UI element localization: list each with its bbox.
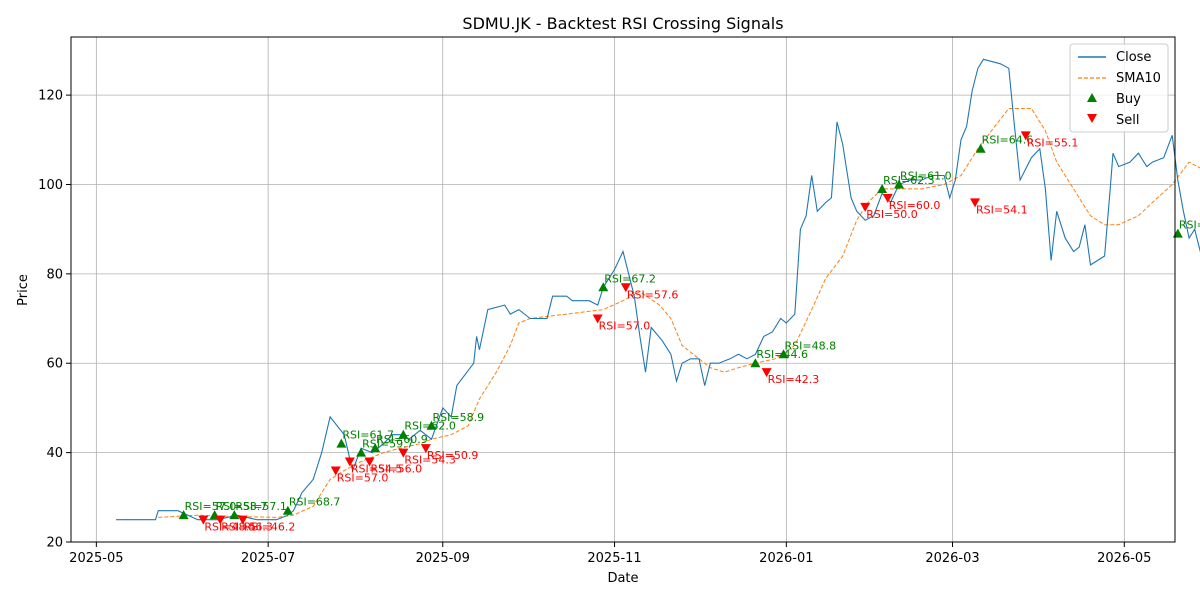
y-axis-label: Price — [16, 274, 31, 306]
buy-marker — [398, 429, 409, 439]
sell-rsi-label: RSI=50.9 — [427, 449, 479, 462]
sell-marker — [364, 457, 375, 467]
buy-rsi-label: RSI=57.1 — [235, 500, 287, 513]
sell-marker — [592, 314, 603, 324]
chart-title: SDMU.JK - Backtest RSI Crossing Signals — [462, 14, 783, 33]
x-axis-ticks: 2025-05 2025-07 2025-09 2025-11 2026-01 2026-… — [69, 542, 1151, 566]
sma10-line — [158, 108, 1200, 518]
buy-rsi-label: RSI=58.7 — [216, 500, 268, 513]
y-tick-label: 60 — [46, 357, 63, 372]
sell-rsi-label: RSI=50.0 — [866, 208, 918, 221]
sell-marker — [398, 448, 409, 458]
x-tick-label: 2025-07 — [241, 551, 295, 566]
x-tick-label: 2025-11 — [587, 551, 641, 566]
buy-marker — [426, 420, 437, 430]
buy-marker — [356, 447, 367, 457]
sell-rsi-label: RSI=54.3 — [404, 454, 456, 467]
y-tick-label: 120 — [38, 89, 63, 104]
sell-rsi-label: RSI=60.0 — [889, 199, 941, 212]
sell-marker — [620, 283, 631, 293]
sell-marker — [330, 466, 341, 476]
sell-rsi-label: RSI=46.2 — [244, 521, 296, 534]
sell-marker — [198, 515, 209, 525]
close-series — [116, 58, 1200, 521]
legend-close-label: Close — [1116, 50, 1151, 65]
y-tick-label: 100 — [38, 178, 63, 193]
sell-marker — [237, 515, 248, 525]
buy-marker — [178, 510, 189, 520]
sell-marker — [215, 515, 226, 525]
x-axis-label: Date — [607, 571, 638, 586]
sma10-series — [158, 108, 1200, 518]
buy-marker — [229, 510, 240, 520]
legend-sell-label: Sell — [1116, 113, 1139, 128]
legend-buy-label: Buy — [1116, 92, 1141, 107]
buy-marker — [336, 438, 347, 448]
close-line — [116, 58, 1200, 521]
sell-rsi-label: RSI=54.1 — [976, 203, 1028, 216]
sell-rsi-label: RSI=57.0 — [599, 320, 651, 333]
buy-marker — [975, 143, 986, 153]
x-tick-label: 2026-03 — [925, 551, 979, 566]
y-axis-ticks: 20 40 60 80 100 120 — [38, 89, 71, 551]
buy-marker — [877, 183, 888, 193]
legend: Close SMA10 Buy Sell — [1069, 43, 1169, 133]
buy-marker — [282, 505, 293, 515]
sell-marker — [761, 368, 772, 378]
legend-sell-marker — [1087, 114, 1097, 123]
legend-buy-marker — [1087, 93, 1097, 102]
buy-rsi-label: RSI=64.6 — [982, 134, 1034, 147]
x-tick-label: 2025-09 — [416, 551, 470, 566]
buy-rsi-label: RSI=67.2 — [604, 272, 656, 285]
x-tick-label: 2025-05 — [69, 551, 123, 566]
buy-rsi-label: RSI=61.7 — [342, 429, 394, 442]
buy-marker — [778, 349, 789, 359]
sell-marker — [860, 202, 871, 212]
buy-rsi-label: RSI=48.8 — [785, 339, 837, 352]
buy-rsi-label: RSI=58.9 — [432, 411, 484, 424]
buy-marker — [598, 282, 609, 292]
sell-rsi-label: RSI=55.1 — [1027, 136, 1079, 149]
x-tick-label: 2026-01 — [759, 551, 813, 566]
plot-frame — [70, 36, 1176, 543]
y-tick-label: 80 — [46, 267, 63, 282]
sell-marker — [970, 198, 981, 208]
grid — [71, 37, 1175, 543]
y-tick-label: 20 — [46, 536, 63, 551]
y-tick-label: 40 — [46, 446, 63, 461]
sell-rsi-label: RSI=57.6 — [627, 288, 679, 301]
x-tick-label: 2026-05 — [1097, 551, 1151, 566]
buy-rsi-label: RSI=62.3 — [883, 174, 935, 187]
buy-rsi-label: RSI=61.0 — [900, 169, 952, 182]
buy-rsi-label: RSI=57.0 — [185, 500, 237, 513]
buy-marker — [370, 443, 381, 453]
sell-rsi-label: RSI=57.0 — [337, 471, 389, 484]
sell-rsi-label: RSI=56.0 — [371, 463, 423, 476]
buy-rsi-label: RSI=68.7 — [289, 496, 341, 509]
sell-rsi-label: RSI=42.3 — [768, 373, 820, 386]
buy-rsi-label: RSI=45.0 — [1179, 219, 1200, 232]
sell-marker — [882, 193, 893, 203]
legend-sma10-label: SMA10 — [1116, 71, 1161, 86]
sell-marker — [1020, 131, 1031, 141]
buy-marker — [894, 179, 904, 189]
sell-rsi-label: RSI=54.5 — [351, 463, 403, 476]
buy-rsi-label: RSI=60.9 — [376, 433, 428, 446]
legend-box — [1069, 43, 1169, 133]
sell-marker — [344, 457, 355, 467]
sell-rsi-label: RSI=46.3 — [221, 521, 273, 534]
buy-marker — [750, 358, 761, 368]
sell-marker — [420, 444, 431, 454]
